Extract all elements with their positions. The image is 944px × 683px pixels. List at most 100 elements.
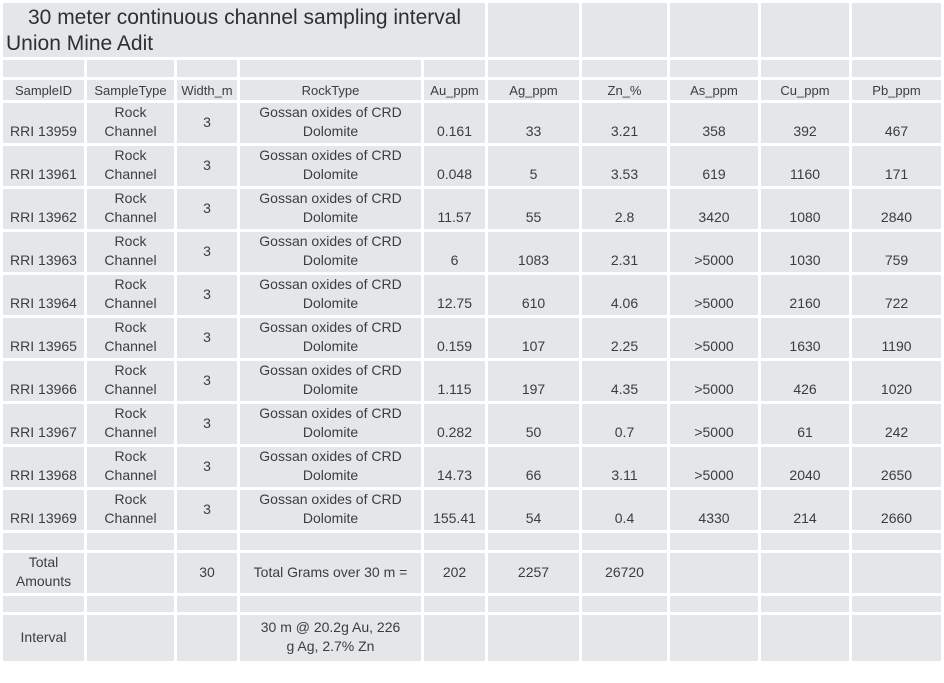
sample-row: RRI 13964 Rock Channel 3 Gossan oxides of C… (3, 275, 941, 315)
cell-zn-pct: 0.7 (582, 404, 667, 444)
totals-zn: 26720 (582, 553, 667, 593)
cell-pb-ppm: 467 (852, 103, 941, 143)
empty-cell (670, 615, 758, 661)
empty-cell (177, 60, 237, 77)
cell-ag-ppm: 66 (488, 447, 579, 487)
cell-zn-pct: 4.06 (582, 275, 667, 315)
empty-cell (761, 615, 849, 661)
col-header-ag-ppm: Ag_ppm (488, 80, 579, 100)
col-header-zn-pct: Zn_% (582, 80, 667, 100)
cell-cu-ppm: 214 (761, 490, 849, 530)
page-title-line2: Union Mine Adit (6, 32, 154, 55)
cell-as-ppm: 4330 (670, 490, 758, 530)
empty-cell (177, 596, 237, 612)
cell-cu-ppm: 2040 (761, 447, 849, 487)
cell-sample-type: Rock Channel (87, 189, 174, 229)
empty-cell (852, 533, 941, 550)
cell-sample-type: Rock Channel (87, 361, 174, 401)
interval-row: Interval 30 m @ 20.2g Au, 226 g Ag, 2.7%… (3, 615, 941, 661)
sample-row: RRI 13967 Rock Channel 3 Gossan oxides of C… (3, 404, 941, 444)
header-band: SampleID SampleType Width_m RockType Au_… (3, 80, 941, 100)
sample-row: RRI 13961 Rock Channel 3 Gossan oxides of C… (3, 146, 941, 186)
sample-row: RRI 13963 Rock Channel 3 Gossan oxides of C… (3, 232, 941, 272)
empty-cell (582, 60, 667, 77)
sample-row: RRI 13968 Rock Channel 3 Gossan oxides of C… (3, 447, 941, 487)
cell-zn-pct: 3.53 (582, 146, 667, 186)
empty-cell (670, 553, 758, 593)
empty-cell (177, 615, 237, 661)
cell-sample-type-text: Rock Channel (104, 276, 157, 311)
cell-pb-ppm: 242 (852, 404, 941, 444)
totals-label: Total Amounts (3, 553, 84, 593)
cell-width-m: 3 (177, 361, 237, 401)
col-header-cu-ppm: Cu_ppm (761, 80, 849, 100)
empty-cell (852, 596, 941, 612)
cell-as-ppm: >5000 (670, 361, 758, 401)
cell-au-ppm: 0.048 (424, 146, 485, 186)
cell-ag-ppm: 54 (488, 490, 579, 530)
cell-sample-id: RRI 13961 (3, 146, 84, 186)
spacer-row (3, 533, 941, 550)
cell-cu-ppm: 1080 (761, 189, 849, 229)
cell-sample-type-text: Rock Channel (104, 491, 157, 526)
cell-zn-pct: 2.31 (582, 232, 667, 272)
empty-cell (761, 553, 849, 593)
cell-pb-ppm: 2660 (852, 490, 941, 530)
totals-width: 30 (177, 553, 237, 593)
cell-au-ppm: 0.161 (424, 103, 485, 143)
cell-ag-ppm: 1083 (488, 232, 579, 272)
empty-cell (3, 596, 84, 612)
empty-cell (424, 60, 485, 77)
cell-zn-pct: 4.35 (582, 361, 667, 401)
cell-cu-ppm: 61 (761, 404, 849, 444)
empty-cell (852, 615, 941, 661)
cell-sample-type-text: Rock Channel (104, 104, 157, 139)
empty-cell (240, 533, 421, 550)
empty-cell (424, 615, 485, 661)
cell-as-ppm: 3420 (670, 189, 758, 229)
cell-sample-id: RRI 13967 (3, 404, 84, 444)
cell-cu-ppm: 426 (761, 361, 849, 401)
empty-cell (670, 60, 758, 77)
cell-pb-ppm: 1190 (852, 318, 941, 358)
cell-cu-ppm: 1160 (761, 146, 849, 186)
empty-cell (488, 3, 579, 57)
cell-sample-type: Rock Channel (87, 232, 174, 272)
sample-rows: RRI 13959 Rock Channel 3 Gossan oxides of C… (3, 103, 941, 530)
spacer-row (3, 596, 941, 612)
page-title: 30 meter continuous channel sampling int… (3, 3, 485, 57)
cell-au-ppm: 11.57 (424, 189, 485, 229)
empty-cell (488, 60, 579, 77)
cell-cu-ppm: 1030 (761, 232, 849, 272)
empty-cell (87, 615, 174, 661)
cell-au-ppm: 1.115 (424, 361, 485, 401)
empty-cell (177, 533, 237, 550)
empty-cell (488, 596, 579, 612)
cell-ag-ppm: 197 (488, 361, 579, 401)
cell-width-m: 3 (177, 275, 237, 315)
cell-sample-type-text: Rock Channel (104, 147, 157, 182)
cell-sample-id: RRI 13966 (3, 361, 84, 401)
empty-cell (761, 533, 849, 550)
cell-zn-pct: 2.8 (582, 189, 667, 229)
cell-sample-type-text: Rock Channel (104, 319, 157, 354)
sample-row: RRI 13962 Rock Channel 3 Gossan oxides of C… (3, 189, 941, 229)
interval-summary-line2: g Ag, 2.7% Zn (286, 638, 375, 654)
cell-rock-type: Gossan oxides of CRD Dolomite (240, 361, 421, 401)
title-band: 30 meter continuous channel sampling int… (3, 3, 941, 77)
cell-pb-ppm: 722 (852, 275, 941, 315)
cell-sample-id: RRI 13968 (3, 447, 84, 487)
cell-au-ppm: 6 (424, 232, 485, 272)
sample-row: RRI 13965 Rock Channel 3 Gossan oxides of C… (3, 318, 941, 358)
cell-rock-type: Gossan oxides of CRD Dolomite (240, 404, 421, 444)
empty-cell (424, 533, 485, 550)
cell-pb-ppm: 2840 (852, 189, 941, 229)
totals-row: Total Amounts 30 Total Grams over 30 m =… (3, 553, 941, 593)
cell-cu-ppm: 2160 (761, 275, 849, 315)
cell-width-m: 3 (177, 232, 237, 272)
empty-cell (582, 596, 667, 612)
cell-pb-ppm: 1020 (852, 361, 941, 401)
cell-ag-ppm: 107 (488, 318, 579, 358)
empty-cell (852, 60, 941, 77)
empty-cell (87, 60, 174, 77)
